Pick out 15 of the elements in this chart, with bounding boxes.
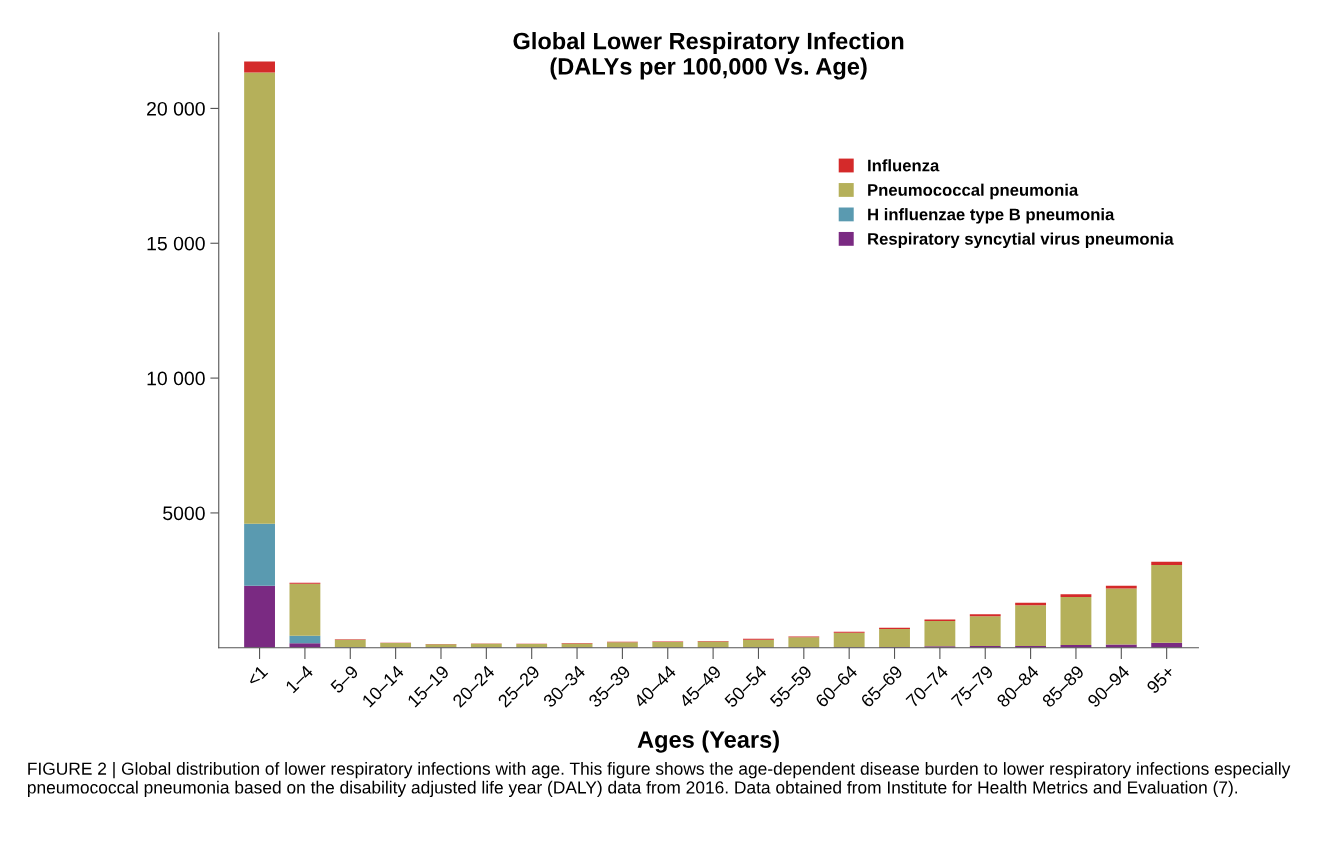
- legend-label: Respiratory syncytial virus pneumonia: [868, 232, 1174, 249]
- chart-title: Global Lower Respiratory Infection (DALYs per 100,000 Vs. Age): [513, 32, 904, 80]
- y-tick-label: 20 000: [147, 101, 205, 116]
- y-tick-label: 5000: [163, 506, 205, 521]
- x-tick-label: <1: [246, 664, 269, 687]
- x-tick-label: 1–4: [285, 664, 314, 694]
- caption: FIGURE 2 | Global distribution of lower respiratory infections with age. This figure shows the age-dependent disease burden to lower respiratory infections especially pneumococcal pneumonia based on the disability adjusted life year (DALY) data from 2016. Data obtained from Institute for Health Metrics and Evaluation (7).: [27, 762, 1291, 798]
- x-tick-label: 5–9: [329, 664, 360, 694]
- legend-label: H influenzae type B pneumonia: [868, 208, 1115, 224]
- legend-label: Pneumococcal pneumonia: [868, 183, 1079, 200]
- x-axis-title: Ages (Years): [637, 730, 779, 753]
- y-tick-label: 10 000: [147, 371, 205, 386]
- x-tick-label: 95+: [1145, 664, 1176, 695]
- y-tick-label: 15 000: [147, 236, 205, 251]
- legend-label: Influenza: [868, 159, 940, 172]
